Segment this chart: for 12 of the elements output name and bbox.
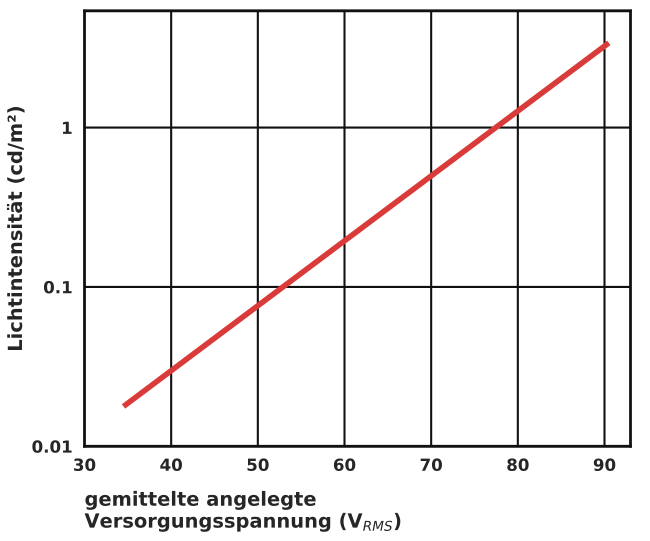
x-tick-label: 30 [74,458,96,472]
y-tick-label: 0.1 [44,280,72,294]
y-axis-title: Lichtintensität (cd/m²) [6,107,25,350]
x-tick-label: 40 [160,458,182,472]
x-tick-label: 50 [248,458,269,472]
x-tick-label: 60 [334,458,356,472]
x-tick-label: 80 [507,458,529,472]
x-axis-title: gemittelte angelegte Versorgungsspannung (V$_{RMS}$) [84,490,400,532]
y-tick-label: 1 [62,122,72,134]
y-tick-label: 0.01 [32,440,72,453]
x-tick-label: 90 [594,458,616,472]
x-tick-label: 70 [420,458,442,472]
